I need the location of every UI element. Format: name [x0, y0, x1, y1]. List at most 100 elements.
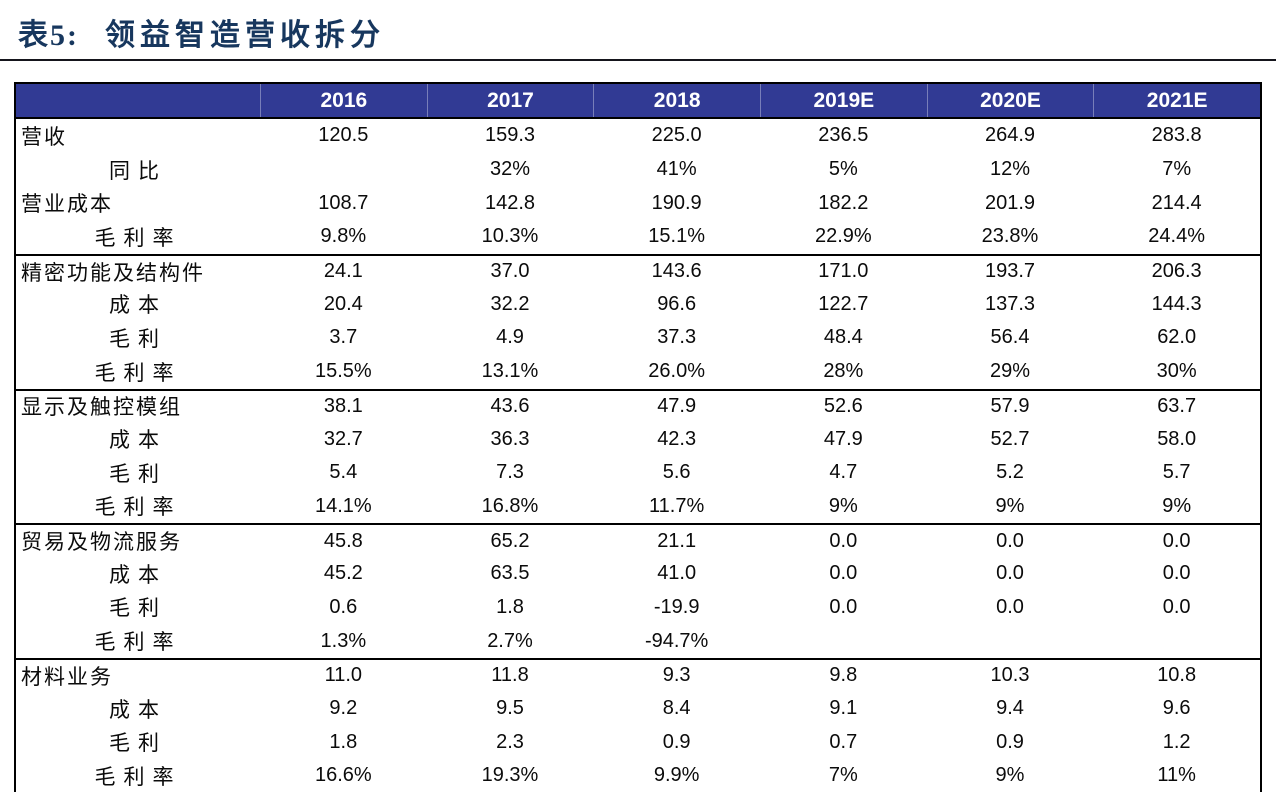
cell-value: 24.1 — [323, 260, 363, 283]
cell-value: 37.0 — [490, 260, 530, 283]
table-row: 成本 20.4 32.2 96.6 122.7 137.3 144.3 — [16, 287, 1260, 321]
cell-value: 9.8% — [320, 225, 367, 248]
cell-value: 1.3% — [320, 629, 367, 652]
cell-value: 0.0 — [996, 529, 1024, 552]
cell-value: 0.0 — [829, 562, 858, 585]
cell-value: 9.4 — [996, 697, 1024, 720]
cell-value: 29% — [989, 360, 1030, 383]
table-title-text: 领益智造营收拆分 — [105, 19, 385, 52]
cell-value: 122.7 — [818, 292, 869, 315]
cell-value: 56.4 — [990, 326, 1030, 349]
cell-value: 2.7% — [487, 629, 533, 652]
cell-value: 10.8 — [1157, 664, 1197, 687]
cell-value: 12% — [989, 158, 1030, 181]
cell-value: 36.3 — [490, 427, 530, 450]
table-header-row: 2016 2017 2018 2019E 2020E 2021E — [16, 84, 1260, 119]
row-label: 贸易及物流服务 — [21, 530, 182, 555]
cell-value: 1.8 — [496, 595, 524, 618]
row-label: 毛利 — [109, 596, 167, 621]
cell-value: 43.6 — [490, 394, 530, 417]
table-row: 营收 120.5 159.3 225.0 236.5 264.9 283.8 — [16, 119, 1260, 153]
cell-value: 28% — [823, 360, 864, 383]
cell-value: 32% — [489, 158, 530, 181]
cell-value: 32.7 — [323, 427, 363, 450]
table-row: 毛利 0.6 1.8 -19.9 0.0 0.0 0.0 — [16, 591, 1260, 625]
cell-value: 16.6% — [314, 764, 372, 787]
row-label: 毛利率 — [94, 495, 182, 520]
cell-value: 236.5 — [818, 124, 869, 147]
table-row: 毛利率 9.8% 10.3% 15.1% 22.9% 23.8% 24.4% — [16, 220, 1260, 254]
table-row: 成本 9.2 9.5 8.4 9.1 9.4 9.6 — [16, 692, 1260, 726]
cell-value: 108.7 — [318, 191, 369, 214]
table-row: 材料业务 11.0 11.8 9.3 9.8 10.3 10.8 — [16, 658, 1260, 692]
cell-value — [760, 624, 927, 658]
row-label: 营业成本 — [21, 192, 113, 217]
row-label: 营收 — [21, 124, 67, 149]
cell-value: 137.3 — [984, 292, 1036, 315]
cell-value: 62.0 — [1157, 326, 1197, 349]
cell-value: 15.5% — [314, 360, 372, 383]
cell-value: 225.0 — [651, 124, 702, 147]
cell-value: 7.3 — [496, 461, 524, 484]
cell-value: 5.7 — [1162, 461, 1191, 484]
cell-value: 9% — [995, 764, 1025, 787]
cell-value: 4.7 — [829, 461, 858, 484]
cell-value: 14.1% — [314, 494, 372, 517]
header-cell-2017: 2017 — [426, 84, 594, 117]
revenue-table-body: 营收 120.5 159.3 225.0 236.5 264.9 283.8 同比 32% 41%… — [16, 119, 1260, 792]
cell-value: 16.8% — [481, 494, 539, 517]
cell-value: 0.0 — [1162, 529, 1191, 552]
cell-value: 10.3 — [990, 664, 1030, 687]
cell-value: 41.0 — [657, 562, 697, 585]
cell-value: 21.1 — [657, 529, 697, 552]
cell-value: 30% — [1156, 360, 1197, 383]
cell-value: 0.0 — [829, 529, 858, 552]
cell-value: 45.8 — [323, 529, 363, 552]
cell-value: 190.9 — [651, 191, 702, 214]
cell-value — [260, 153, 427, 187]
cell-value: 9% — [1162, 494, 1192, 517]
title-divider-line — [0, 59, 1276, 61]
table-row: 毛利 3.7 4.9 37.3 48.4 56.4 62.0 — [16, 321, 1260, 355]
header-cell-2019e: 2019E — [760, 84, 927, 117]
cell-value: 11% — [1157, 764, 1196, 787]
table-row: 毛利 1.8 2.3 0.9 0.7 0.9 1.2 — [16, 725, 1260, 759]
cell-value: 52.6 — [823, 394, 863, 417]
table-row: 贸易及物流服务 45.8 65.2 21.1 0.0 0.0 0.0 — [16, 523, 1260, 557]
cell-value: 20.4 — [323, 292, 363, 315]
cell-value: 264.9 — [984, 124, 1036, 147]
header-cell-2021e: 2021E — [1093, 84, 1260, 117]
cell-value: 5% — [828, 158, 858, 181]
cell-value: 11.8 — [491, 664, 529, 687]
cell-value: 0.9 — [996, 730, 1024, 753]
row-label: 显示及触控模组 — [21, 395, 182, 420]
cell-value: 45.2 — [323, 562, 363, 585]
cell-value: 9% — [995, 494, 1025, 517]
cell-value: 193.7 — [984, 260, 1036, 283]
row-label: 毛利 — [109, 461, 167, 486]
cell-value: 0.0 — [996, 595, 1024, 618]
revenue-breakdown-table: 2016 2017 2018 2019E 2020E 2021E 营收 120.5… — [14, 82, 1262, 792]
cell-value: 9.2 — [329, 697, 358, 720]
cell-value: 52.7 — [990, 427, 1030, 450]
cell-value: 24.4% — [1148, 225, 1206, 248]
cell-value: 182.2 — [818, 191, 869, 214]
cell-value: 214.4 — [1151, 191, 1202, 214]
cell-value: 8.4 — [662, 697, 691, 720]
cell-value: -94.7% — [644, 629, 709, 652]
cell-value: 0.0 — [1162, 562, 1191, 585]
cell-value: 10.3% — [481, 225, 539, 248]
cell-value: 26.0% — [648, 360, 706, 383]
table-row: 毛利率 14.1% 16.8% 11.7% 9% 9% 9% — [16, 490, 1260, 524]
cell-value: 19.3% — [481, 764, 539, 787]
cell-value: 1.8 — [329, 730, 358, 753]
table-row: 精密功能及结构件 24.1 37.0 143.6 171.0 193.7 206.3 — [16, 253, 1260, 288]
cell-value: 15.1% — [648, 225, 706, 248]
row-label: 材料业务 — [21, 664, 113, 689]
cell-value: 9.3 — [662, 664, 691, 687]
cell-value: 9.9% — [653, 764, 700, 787]
table-row: 营业成本 108.7 142.8 190.9 182.2 201.9 214.4 — [16, 186, 1260, 220]
cell-value: 9% — [828, 494, 858, 517]
table-number-label: 表5: — [18, 19, 79, 52]
